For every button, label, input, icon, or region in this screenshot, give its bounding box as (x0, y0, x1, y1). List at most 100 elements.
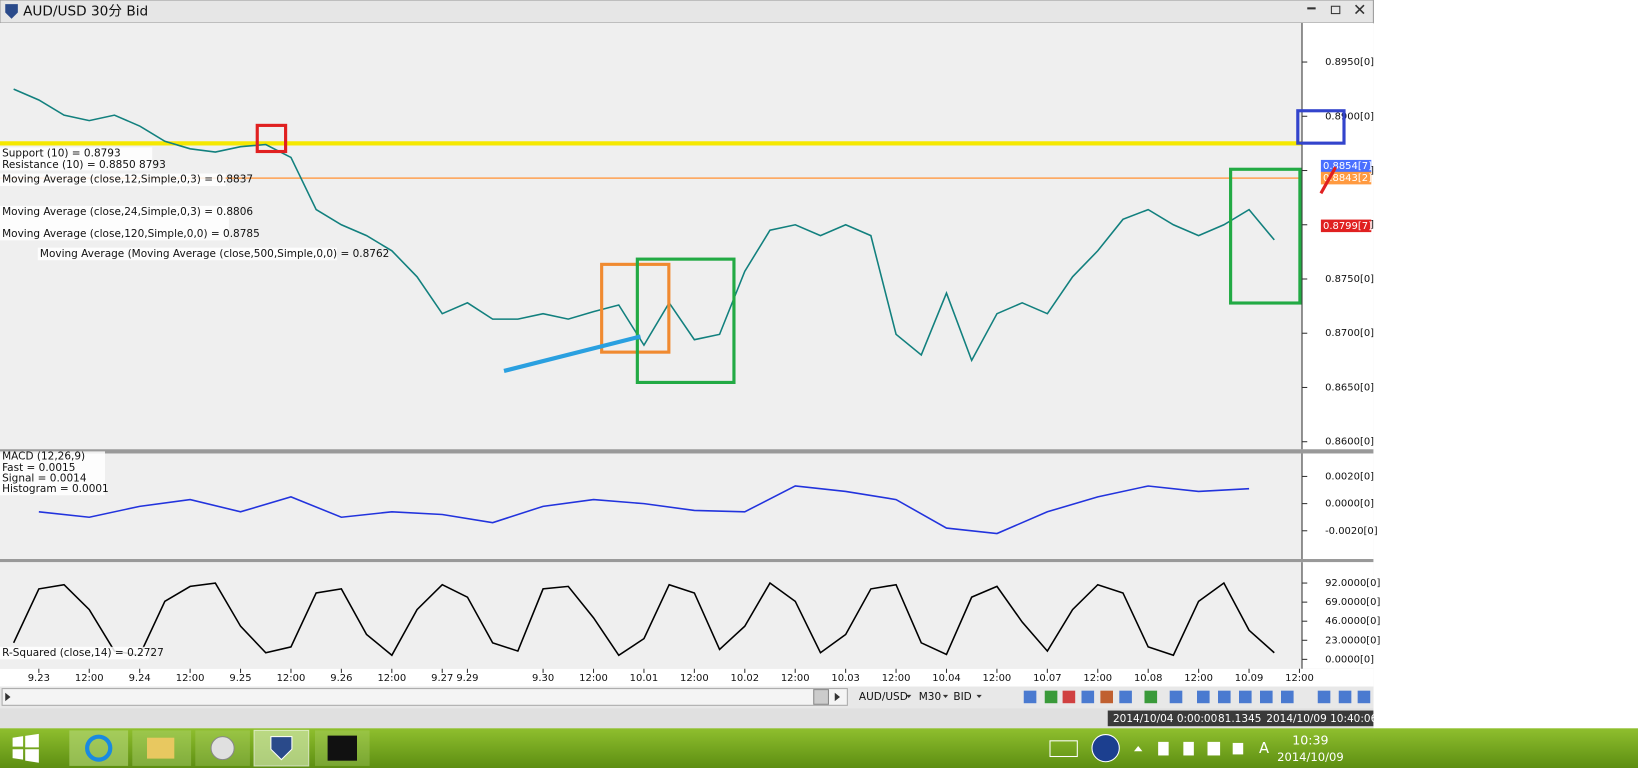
x-tick-label: 10.09 (1235, 673, 1264, 684)
tray-icon[interactable] (1158, 741, 1169, 756)
y-tick-label: 0.0000[0] (1325, 654, 1374, 665)
y-tick-label: 0.8700[0] (1325, 328, 1374, 339)
symbol-select[interactable]: AUD/USD (859, 691, 908, 703)
x-tick-label: 9.27 (431, 673, 453, 684)
tool-icon[interactable] (1144, 690, 1158, 704)
series-line (13, 88, 1275, 363)
x-tick-label: 12:00 (882, 673, 911, 684)
tool-icon[interactable] (1062, 690, 1076, 704)
tool-icon[interactable] (1317, 690, 1331, 704)
x-tick-label: 9.25 (229, 673, 251, 684)
window-title: AUD/USD 30分 Bid (23, 4, 148, 20)
y-tick-label: 0.8650[0] (1325, 382, 1374, 393)
indicator-label: MACD (12,26,9) (2, 451, 85, 463)
plots: 0.8950[0]0.8900[0]0.8850[0]0.8800[0]0.87… (0, 22, 1381, 684)
label-box (0, 173, 226, 186)
price-marker (1320, 171, 1372, 185)
tray-icon[interactable] (1207, 741, 1221, 756)
scrollbar[interactable] (1, 688, 848, 706)
tool-icon[interactable] (1119, 690, 1132, 704)
rsq-axis (1302, 562, 1374, 669)
x-tick-label: 10.03 (831, 673, 860, 684)
x-tick-label: 12:00 (377, 673, 406, 684)
time-axis (0, 668, 1374, 687)
indicator-label: Moving Average (close,24,Simple,0,3) = 0… (2, 206, 253, 218)
toolbar-icons[interactable] (1023, 690, 1371, 704)
series-line (12, 581, 1275, 657)
scroll-thumb[interactable] (813, 689, 829, 705)
x-tick-label: 9.29 (456, 673, 478, 684)
tool-icon[interactable] (1338, 690, 1352, 704)
indicator-label: Resistance (10) = 0.8850 8793 (2, 159, 166, 171)
tool-icon[interactable] (1081, 690, 1095, 704)
window-controls[interactable] (1307, 4, 1365, 15)
y-tick-label: 69.0000[0] (1325, 597, 1380, 608)
tool-icon[interactable] (1100, 690, 1113, 704)
box (1229, 167, 1302, 305)
indicator-label: Histogram = 0.0001 (2, 483, 109, 495)
dropdown-arrows (906, 694, 982, 698)
status-time: 2014/10/09 10:40:06 (1266, 713, 1377, 725)
x-tick-label: 10.07 (1033, 673, 1062, 684)
x-tick-label: 12:00 (983, 673, 1012, 684)
y-tick-label: 0.8900[0] (1325, 111, 1374, 122)
y-tick-label: 46.0000[0] (1325, 616, 1380, 627)
start-button[interactable] (12, 733, 39, 763)
indicator-label: R-Squared (close,14) = 0.2727 (2, 647, 164, 659)
tray-arrow[interactable] (1134, 746, 1143, 752)
tool-icon[interactable] (1260, 690, 1273, 704)
tool-icon[interactable] (1218, 690, 1231, 704)
y-tick-label: 0.8600[0] (1325, 437, 1374, 448)
minimize[interactable] (1307, 7, 1316, 10)
x-tick-label: 10.04 (932, 673, 961, 684)
ime-indicator[interactable]: A (1259, 740, 1269, 757)
side-select[interactable]: BID (953, 691, 971, 703)
y-tick-label: 0.0020[0] (1325, 471, 1374, 482)
box (1296, 109, 1346, 145)
status-start: 2014/10/04 0:00:00 (1113, 713, 1217, 725)
tool-icon[interactable] (1239, 690, 1252, 704)
tool-icon[interactable] (1169, 690, 1183, 704)
rsq-plot (0, 562, 1302, 669)
y-tick-label: 0.0000[0] (1325, 499, 1374, 510)
tool-icon[interactable] (1044, 690, 1058, 704)
x-tick-label: 12:00 (1285, 673, 1314, 684)
macd-axis (1302, 453, 1374, 560)
status-bar (0, 708, 1374, 729)
start-icon[interactable] (12, 733, 39, 763)
y-tick-label: 0.8950[0] (1325, 57, 1374, 68)
y-tick-label: -0.0020[0] (1325, 526, 1378, 537)
help-icon[interactable] (1091, 734, 1120, 763)
tool-icon[interactable] (1023, 690, 1037, 704)
timeframe-select[interactable]: M30 (919, 691, 941, 703)
tray-icon[interactable] (1183, 741, 1194, 756)
keyboard-icon[interactable] (1049, 740, 1078, 758)
sbi-icon (327, 735, 357, 761)
box (635, 257, 736, 385)
status-panel (1107, 710, 1374, 727)
maximize[interactable] (1330, 5, 1341, 15)
x-tick-label: 12:00 (75, 673, 104, 684)
x-tick-label: 10.01 (630, 673, 659, 684)
tool-icon[interactable] (1197, 690, 1210, 704)
app-icon (5, 4, 18, 19)
label-box (0, 646, 150, 660)
app-icon (270, 736, 293, 761)
tool-icon[interactable] (1357, 690, 1371, 704)
box (600, 262, 671, 354)
close[interactable] (1354, 4, 1365, 15)
series-line (38, 485, 1250, 535)
x-tick-label: 12:00 (579, 673, 608, 684)
status-value: 81.1345 (1218, 713, 1261, 725)
folder-icon (147, 737, 175, 759)
label-box (0, 147, 153, 171)
y-tick-label: 92.0000[0] (1325, 578, 1380, 589)
price-axis (1302, 22, 1374, 450)
tool-icon[interactable] (1281, 690, 1294, 704)
trend-line (503, 334, 642, 373)
paint-icon (210, 736, 235, 761)
price-marker-label: 0.8799[7] (1323, 221, 1372, 232)
tray-icon[interactable] (1232, 742, 1244, 755)
x-tick-label: 10.02 (731, 673, 760, 684)
